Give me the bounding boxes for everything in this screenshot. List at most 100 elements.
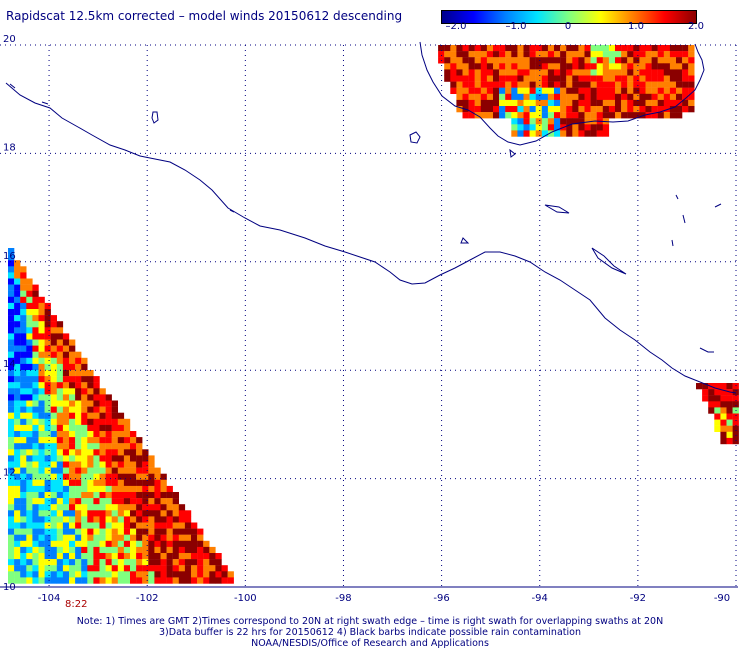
swath-cell xyxy=(726,431,733,439)
swath-cell xyxy=(486,75,494,82)
swath-cell xyxy=(590,87,597,94)
swath-cell xyxy=(38,498,45,505)
swath-cell xyxy=(32,339,39,346)
swath-cell xyxy=(438,45,445,52)
swath-cell xyxy=(676,75,683,82)
swath-cell xyxy=(663,51,671,58)
swath-cell xyxy=(450,87,457,94)
swath-cell xyxy=(99,388,106,395)
swath-cell xyxy=(38,357,45,365)
swath-cell xyxy=(20,424,27,432)
swath-cell xyxy=(32,351,39,358)
swath-cell xyxy=(130,467,137,474)
swath-cell xyxy=(14,565,21,572)
swath-cell xyxy=(517,69,524,76)
swath-cell xyxy=(651,69,658,76)
swath-cell xyxy=(44,400,51,407)
swath-cell xyxy=(38,492,45,499)
swath-cell xyxy=(69,351,76,358)
swath-cell xyxy=(517,124,524,131)
swath-cell xyxy=(75,351,82,358)
swath-cell xyxy=(56,345,64,352)
swath-cell xyxy=(69,418,76,426)
swath-cell xyxy=(75,540,82,548)
swath-cell xyxy=(517,93,524,101)
swath-cell xyxy=(56,406,64,413)
swath-cell xyxy=(20,461,27,468)
swath-cell xyxy=(178,528,186,535)
swath-cell xyxy=(669,75,677,82)
swath-cell xyxy=(160,492,167,499)
swath-cell xyxy=(572,93,579,101)
swath-cell xyxy=(81,400,88,407)
swath-cell xyxy=(87,553,94,560)
swath-cell xyxy=(590,99,597,107)
swath-cell xyxy=(105,540,112,548)
swath-cell xyxy=(499,99,506,107)
swath-cell xyxy=(123,577,131,584)
swath-cell xyxy=(8,565,15,572)
swath-cell xyxy=(184,546,192,554)
swath-cell xyxy=(203,565,210,572)
swath-cell xyxy=(105,443,112,450)
swath-cell xyxy=(444,45,451,52)
swath-cell xyxy=(438,51,445,58)
latitude-label: 10 xyxy=(3,582,16,593)
swath-cell xyxy=(50,473,57,480)
swath-cell xyxy=(38,321,45,328)
swath-cell xyxy=(166,534,173,541)
swath-cell xyxy=(608,99,616,107)
swath-cell xyxy=(56,522,64,529)
swath-cell xyxy=(50,412,57,419)
swath-cell xyxy=(474,93,481,101)
swath-cell xyxy=(148,485,155,493)
swath-cell xyxy=(105,559,112,566)
swath-cell xyxy=(505,112,512,119)
swath-cell xyxy=(117,528,125,535)
swath-cell xyxy=(596,45,603,52)
swath-cell xyxy=(99,418,106,426)
swath-cell xyxy=(554,81,561,88)
swath-cell xyxy=(682,63,689,70)
swath-cell xyxy=(535,45,542,52)
swath-cell xyxy=(444,57,451,64)
swath-cell xyxy=(62,412,70,419)
swath-cell xyxy=(450,63,457,70)
swath-cell xyxy=(38,473,45,480)
swath-cell xyxy=(184,559,192,566)
swath-cell xyxy=(93,467,100,474)
swath-cell xyxy=(8,540,15,548)
swath-cell xyxy=(560,130,567,137)
swath-cell xyxy=(172,559,179,566)
swath-cell xyxy=(572,130,579,137)
swath-cell xyxy=(32,479,39,487)
swath-cell xyxy=(123,443,131,450)
swath-cell xyxy=(81,357,88,365)
swath-cell xyxy=(493,75,500,82)
swath-cell xyxy=(99,394,106,401)
swath-cell xyxy=(590,45,597,52)
swath-cell xyxy=(20,559,27,566)
swath-cell xyxy=(602,87,610,94)
swath-cell xyxy=(560,87,567,94)
swath-cell xyxy=(14,559,21,566)
swath-cell xyxy=(75,553,82,560)
swath-cell xyxy=(136,461,143,468)
swath-cell xyxy=(69,534,76,541)
swath-cell xyxy=(657,87,664,94)
swath-cell xyxy=(444,63,451,70)
swath-cell xyxy=(608,106,616,113)
swath-cell xyxy=(578,69,585,76)
swath-cell xyxy=(560,81,567,88)
swath-cell xyxy=(148,528,155,535)
swath-cell xyxy=(32,504,39,511)
swath-cell xyxy=(160,498,167,505)
swath-cell xyxy=(56,504,64,511)
swath-cell xyxy=(50,467,57,474)
swath-cell xyxy=(38,302,45,310)
swath-cell xyxy=(468,81,475,88)
swath-cell xyxy=(8,577,15,584)
swath-cell xyxy=(720,389,727,396)
swath-cell xyxy=(578,130,585,137)
